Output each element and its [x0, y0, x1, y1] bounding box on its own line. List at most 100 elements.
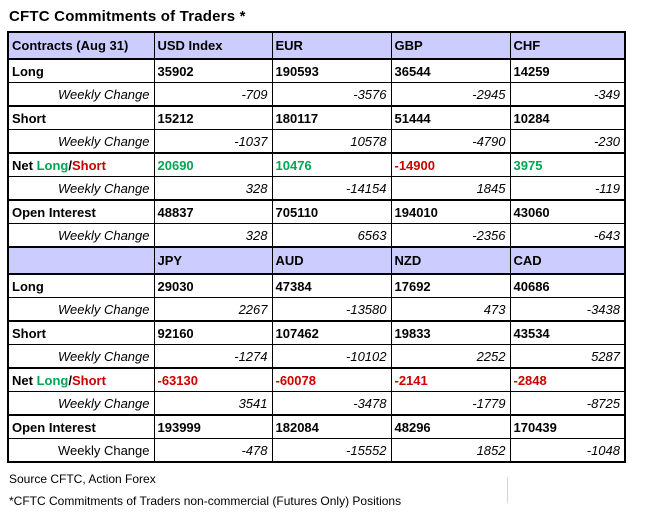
- weekly-change-cell: -15552: [271, 438, 392, 463]
- weekly-change-cell: 6563: [271, 223, 392, 248]
- value-cell: 19833: [390, 320, 511, 345]
- page-title: CFTC Commitments of Traders *: [9, 8, 246, 25]
- row-label: Weekly Change: [7, 438, 155, 463]
- weekly-change-cell: -349: [509, 82, 626, 107]
- value-cell: 3975: [509, 152, 626, 177]
- value-cell: 10476: [271, 152, 392, 177]
- value-cell: 48296: [390, 414, 511, 439]
- weekly-change-cell: -4790: [390, 129, 511, 154]
- source-line: Source CFTC, Action Forex: [9, 472, 156, 486]
- value-cell: 36544: [390, 58, 511, 83]
- currency-header-cell: CHF: [509, 31, 626, 60]
- value-cell: 29030: [153, 273, 273, 298]
- weekly-change-cell: 328: [153, 176, 273, 201]
- value-cell: -14900: [390, 152, 511, 177]
- net-label-part: /: [68, 157, 72, 173]
- weekly-change-cell: 10578: [271, 129, 392, 154]
- weekly-change-cell: -1779: [390, 391, 511, 416]
- report-footer: Source CFTC, Action Forex *CFTC Commitme…: [9, 472, 653, 508]
- row-label: Weekly Change: [7, 129, 155, 154]
- header-row: Contracts (Aug 31) USD Index EUR GBP CHF: [7, 31, 626, 60]
- contracts-header-cell: [7, 246, 155, 275]
- net-label-part: Net: [12, 372, 37, 388]
- value-cell: 705110: [271, 199, 392, 224]
- net-label-part: Long: [36, 372, 69, 388]
- currency-header-cell: JPY: [153, 246, 273, 275]
- value-cell: 20690: [153, 152, 273, 177]
- weekly-change-cell: -8725: [509, 391, 626, 416]
- row-label: Short: [7, 320, 155, 345]
- value-cell: 48837: [153, 199, 273, 224]
- table-row: Weekly Change -478 -15552 1852 -1048: [7, 438, 626, 463]
- row-label: Net Long/Short: [7, 152, 155, 177]
- weekly-change-cell: -3438: [509, 297, 626, 322]
- row-label: Weekly Change: [7, 344, 155, 369]
- table-row: Net Long/Short -63130 -60078 -2141 -2848: [7, 367, 626, 392]
- table-row: Open Interest 48837 705110 194010 43060: [7, 199, 626, 224]
- value-cell: 43534: [509, 320, 626, 345]
- currency-header-cell: NZD: [390, 246, 511, 275]
- table-row: Weekly Change 2267 -13580 473 -3438: [7, 297, 626, 322]
- net-label-part: Short: [71, 157, 106, 173]
- weekly-change-cell: -1037: [153, 129, 273, 154]
- row-label: Net Long/Short: [7, 367, 155, 392]
- row-label: Open Interest: [7, 414, 155, 439]
- row-label: Long: [7, 273, 155, 298]
- row-label: Weekly Change: [7, 176, 155, 201]
- value-cell: 47384: [271, 273, 392, 298]
- value-cell: 14259: [509, 58, 626, 83]
- weekly-change-cell: -3576: [271, 82, 392, 107]
- row-label: Long: [7, 58, 155, 83]
- weekly-change-cell: -2945: [390, 82, 511, 107]
- net-label-part: /: [68, 372, 72, 388]
- table-row: Weekly Change 3541 -3478 -1779 -8725: [7, 391, 626, 416]
- weekly-change-cell: 328: [153, 223, 273, 248]
- cot-table-body: Contracts (Aug 31) USD Index EUR GBP CHF Long…: [7, 31, 626, 463]
- table-row: Net Long/Short 20690 10476 -14900 3975: [7, 152, 626, 177]
- currency-header-cell: USD Index: [153, 31, 273, 60]
- net-label-part: Short: [71, 372, 106, 388]
- currency-header-cell: AUD: [271, 246, 392, 275]
- weekly-change-cell: -14154: [271, 176, 392, 201]
- footnote-line: *CFTC Commitments of Traders non-commerc…: [9, 494, 402, 508]
- net-label-part: Long: [36, 157, 69, 173]
- row-label: Weekly Change: [7, 223, 155, 248]
- value-cell: 10284: [509, 105, 626, 130]
- value-cell: 15212: [153, 105, 273, 130]
- value-cell: 170439: [509, 414, 626, 439]
- table-row: Weekly Change -1037 10578 -4790 -230: [7, 129, 626, 154]
- weekly-change-cell: -230: [509, 129, 626, 154]
- table-row: Short 92160 107462 19833 43534: [7, 320, 626, 345]
- row-label: Weekly Change: [7, 82, 155, 107]
- value-cell: 190593: [271, 58, 392, 83]
- cot-table: Contracts (Aug 31) USD Index EUR GBP CHF Long…: [7, 31, 626, 463]
- value-cell: 51444: [390, 105, 511, 130]
- value-cell: 35902: [153, 58, 273, 83]
- net-label-part: Net: [12, 157, 37, 173]
- value-cell: -63130: [153, 367, 273, 392]
- table-row: Weekly Change 328 6563 -2356 -643: [7, 223, 626, 248]
- currency-header-cell: EUR: [271, 31, 392, 60]
- weekly-change-cell: -1048: [509, 438, 626, 463]
- row-label: Weekly Change: [7, 391, 155, 416]
- row-label: Short: [7, 105, 155, 130]
- weekly-change-cell: -709: [153, 82, 273, 107]
- value-cell: -2141: [390, 367, 511, 392]
- weekly-change-cell: -478: [153, 438, 273, 463]
- weekly-change-cell: -643: [509, 223, 626, 248]
- weekly-change-cell: -3478: [271, 391, 392, 416]
- table-row: Weekly Change -709 -3576 -2945 -349: [7, 82, 626, 107]
- value-cell: 182084: [271, 414, 392, 439]
- weekly-change-cell: -119: [509, 176, 626, 201]
- value-cell: 193999: [153, 414, 273, 439]
- value-cell: 17692: [390, 273, 511, 298]
- weekly-change-cell: 2252: [390, 344, 511, 369]
- table-row: Weekly Change 328 -14154 1845 -119: [7, 176, 626, 201]
- header-row: JPY AUD NZD CAD: [7, 246, 626, 275]
- value-cell: 43060: [509, 199, 626, 224]
- value-cell: -2848: [509, 367, 626, 392]
- value-cell: 40686: [509, 273, 626, 298]
- value-cell: 107462: [271, 320, 392, 345]
- currency-header-cell: CAD: [509, 246, 626, 275]
